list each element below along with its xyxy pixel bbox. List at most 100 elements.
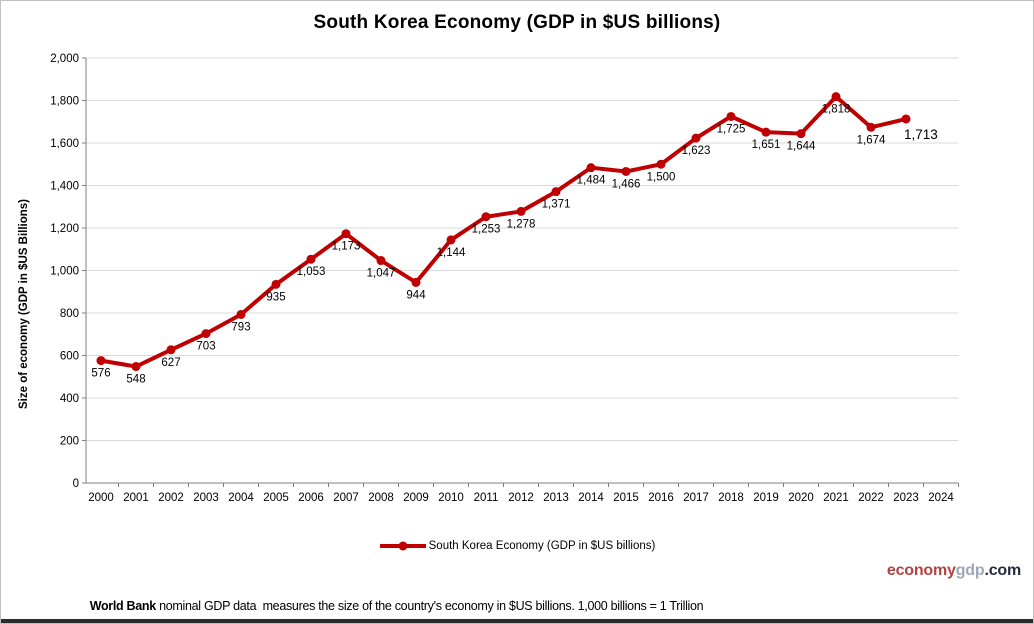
data-point: [341, 229, 351, 239]
y-tick-label: 800: [60, 308, 79, 320]
data-label: 1,047: [367, 268, 396, 280]
data-point: [411, 277, 421, 287]
x-tick-label: 2001: [123, 492, 149, 504]
data-label: 1,725: [717, 123, 746, 135]
x-tick-label: 2023: [893, 492, 919, 504]
x-tick-label: 2005: [263, 492, 289, 504]
data-point: [306, 254, 316, 264]
data-point: [96, 356, 106, 366]
x-tick-label: 2019: [753, 492, 779, 504]
x-tick-label: 2000: [88, 492, 114, 504]
data-label: 1,651: [752, 139, 781, 151]
x-tick-label: 2022: [858, 492, 884, 504]
legend: South Korea Economy (GDP in $US billions…: [1, 540, 1033, 552]
data-label: 1,644: [787, 141, 816, 153]
data-label: 1,713: [904, 127, 938, 142]
data-label: 1,144: [437, 247, 466, 259]
data-point: [516, 206, 526, 216]
footer-note: World Bank nominal GDP data measures the…: [77, 585, 704, 623]
y-tick-label: 1,400: [50, 181, 79, 193]
data-point: [866, 122, 876, 132]
y-tick-label: 600: [60, 351, 79, 363]
footer-note-bold: World Bank: [89, 599, 157, 613]
y-axis-title: Size of economy (GDP in $US Billions): [18, 199, 30, 410]
watermark-part-com: .com: [984, 562, 1021, 579]
watermark-part-gdp: gdp: [955, 562, 985, 579]
data-label: 1,253: [472, 224, 501, 236]
data-point: [236, 309, 246, 319]
x-tick-label: 2024: [928, 492, 954, 504]
x-tick-label: 2021: [823, 492, 849, 504]
x-tick-label: 2016: [648, 492, 674, 504]
x-tick-label: 2008: [368, 492, 394, 504]
watermark-part-economy: economy: [886, 562, 956, 579]
chart-canvas: 0 200 400 600 800 1,000 1,200 1,400 1,600 1,800 2,…: [50, 53, 959, 504]
x-tick-label: 2006: [298, 492, 324, 504]
y-tick-label: 1,200: [50, 223, 79, 235]
data-point: [446, 235, 456, 245]
x-tick-label: 2003: [193, 492, 219, 504]
data-point: [586, 163, 596, 173]
x-tick-label: 2007: [333, 492, 359, 504]
x-tick-label: 2018: [718, 492, 744, 504]
data-label: 1,818: [822, 104, 851, 116]
x-tick-label: 2014: [578, 492, 604, 504]
x-tick-label: 2020: [788, 492, 814, 504]
x-tick-label: 2013: [543, 492, 569, 504]
data-point: [796, 129, 806, 139]
chart-title: South Korea Economy (GDP in $US billions…: [313, 12, 721, 33]
y-tick-label: 0: [73, 478, 79, 490]
data-label: 1,173: [332, 241, 361, 253]
data-point: [726, 111, 736, 121]
data-point: [551, 187, 561, 197]
y-tick-label: 1,000: [50, 266, 79, 278]
data-label: 1,278: [507, 218, 536, 230]
x-tick-label: 2002: [158, 492, 184, 504]
y-tick-label: 1,600: [50, 138, 79, 150]
data-point: [271, 279, 281, 289]
data-label: 1,484: [577, 175, 606, 187]
data-label: 793: [231, 321, 250, 333]
footer-note-text: nominal GDP data measures the size of th…: [155, 599, 704, 613]
data-label: 1,500: [647, 171, 676, 183]
x-tick-label: 2012: [508, 492, 534, 504]
data-label: 1,053: [297, 266, 326, 278]
series-line: [100, 93, 907, 369]
data-label: 1,371: [542, 199, 571, 211]
x-tick-label: 2017: [683, 492, 709, 504]
data-point: [656, 159, 666, 169]
data-point: [201, 329, 211, 339]
legend-label: South Korea Economy (GDP in $US billions…: [428, 540, 656, 552]
x-tick-label: 2015: [613, 492, 639, 504]
data-point: [131, 362, 141, 372]
y-tick-label: 200: [60, 436, 79, 448]
x-tick-label: 2011: [474, 492, 499, 504]
data-label: 1,466: [612, 178, 641, 190]
data-point: [481, 212, 491, 222]
y-tick-label: 1,800: [50, 96, 79, 108]
data-label: 935: [266, 291, 285, 303]
data-point: [761, 127, 771, 137]
data-point: [166, 345, 176, 355]
data-label: 1,623: [682, 145, 711, 157]
data-label: 627: [161, 357, 180, 369]
x-tick-label: 2009: [403, 492, 429, 504]
data-label: 548: [126, 374, 145, 386]
legend-line-marker-icon: [379, 540, 427, 552]
data-label: 576: [91, 368, 110, 380]
bottom-bar: [1, 619, 1033, 623]
y-tick-label: 400: [60, 393, 79, 405]
data-point: [831, 92, 841, 102]
data-label: 703: [196, 341, 215, 353]
site-watermark-link[interactable]: economygdp.com: [887, 562, 1021, 580]
y-tick-label: 2,000: [50, 53, 79, 65]
x-tick-label: 2004: [228, 492, 254, 504]
data-label: 1,674: [857, 134, 886, 146]
data-point: [901, 114, 911, 124]
x-tick-label: 2010: [438, 492, 464, 504]
data-label: 944: [406, 289, 426, 301]
data-point: [621, 166, 631, 176]
data-point: [376, 256, 386, 266]
data-point: [691, 133, 701, 143]
